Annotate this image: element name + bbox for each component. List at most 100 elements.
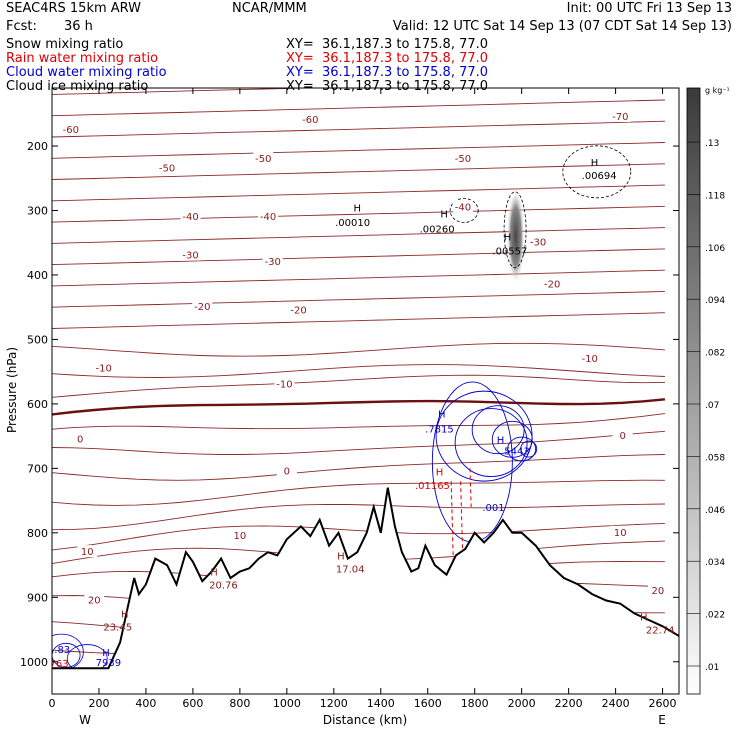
y-tick-label: 300	[27, 204, 48, 217]
x-tick-label: 2600	[649, 697, 677, 710]
extremum-label: .00557	[492, 246, 527, 257]
isotherm-label-bg	[70, 432, 91, 445]
isotherm-label-bg	[77, 545, 98, 558]
isotherm-label-bg	[258, 209, 279, 222]
isotherm-label: 0	[284, 467, 290, 478]
extremum-label: .00010	[335, 218, 370, 229]
extremum-label: .00694	[582, 171, 617, 182]
isotherm-label: -60	[63, 125, 79, 136]
terrain-line	[52, 487, 679, 670]
isotherm-label-bg	[192, 300, 213, 313]
isotherm-line	[52, 99, 665, 117]
high-marker: H	[440, 210, 448, 221]
isotherm-label: 0	[77, 434, 83, 445]
colorbar-tick-label: .13	[705, 139, 719, 149]
isotherm-line	[52, 479, 665, 506]
field-rain-name: Rain water mixing ratio	[6, 51, 159, 66]
isotherm-label-bg	[253, 151, 274, 164]
isotherm-label-bg	[610, 525, 631, 538]
cloud-water-contour	[507, 436, 537, 462]
high-marker: H	[102, 648, 110, 659]
x-axis-label: Distance (km)	[323, 713, 407, 727]
cloud-water-contour	[454, 408, 528, 478]
cloud-water-contour	[435, 390, 533, 482]
isotherm-label-bg	[262, 255, 283, 268]
isotherm-label-bg	[300, 113, 321, 126]
x-tick-label: 400	[135, 697, 156, 710]
field-snow-name: Snow mixing ratio	[6, 37, 124, 52]
isotherm-label-bg	[276, 464, 297, 477]
colorbar-unit: g kg⁻¹	[705, 86, 730, 95]
isotherm-label-bg	[288, 303, 309, 316]
valid-time: Valid: 12 UTC Sat 14 Sep 13 (07 CDT Sat …	[392, 19, 732, 34]
isotherm-label: -50	[255, 154, 271, 165]
high-marker: H	[497, 435, 505, 446]
x-tick-label: 1600	[414, 697, 442, 710]
forecast-hours: 36 h	[64, 19, 93, 34]
isotherm-label-bg	[93, 361, 114, 374]
isotherm-label-bg	[452, 200, 473, 213]
isotherm-label-bg	[452, 151, 473, 164]
colorbar-tick-label: .058	[705, 453, 725, 463]
y-tick-label: 200	[27, 140, 48, 153]
contour-labels-layer: -70 -60 -60 -50 -50 -50 -40 -40 -40 -30 -30 -30 -20 -…	[48, 110, 675, 670]
extremum-label: 17.04	[336, 564, 365, 575]
isotherm-label: 10	[81, 547, 94, 558]
colorbar-tick-label: .106	[705, 244, 725, 254]
isotherm-label: -20	[290, 305, 306, 316]
colorbar-tick-label: .082	[705, 349, 725, 359]
extremum-label: 22.74	[646, 626, 675, 637]
x-tick-label: 1200	[320, 697, 348, 710]
x-tick-label: 2200	[555, 697, 583, 710]
extremum-label: 1.83	[48, 645, 70, 656]
x-tick-label: 0	[49, 697, 56, 710]
cloud-ice-contour	[449, 198, 479, 223]
y-tick-label: 1000	[20, 656, 48, 669]
isotherm-label-bg	[612, 429, 633, 442]
plot-frame	[51, 87, 680, 695]
field-cloud-water-name: Cloud water mixing ratio	[6, 65, 167, 80]
rain-water-contour	[450, 481, 455, 572]
colorbar-gradient	[686, 87, 701, 695]
isotherm-label: -10	[95, 363, 111, 374]
colorbar-tick-label: .094	[705, 296, 725, 306]
x-end-left-label: W	[79, 713, 91, 727]
high-marker: H	[210, 568, 218, 579]
isotherm-line	[52, 364, 665, 378]
isotherm-label-bg	[579, 351, 600, 364]
isotherm-label-bg	[157, 161, 178, 174]
x-tick-label: 1800	[461, 697, 489, 710]
x-tick-label: 2400	[602, 697, 630, 710]
isotherm-label-bg	[180, 209, 201, 222]
isotherm-label: -40	[455, 202, 471, 213]
isotherm-line	[52, 88, 321, 95]
y-tick-label: 500	[27, 333, 48, 346]
high-marker: H	[640, 613, 648, 624]
cloud-water-contour	[471, 405, 525, 455]
isotherm-label: 20	[651, 586, 664, 597]
isotherm-label-bg	[229, 529, 250, 542]
isotherm-label: -30	[530, 238, 546, 249]
isotherm-label: -70	[612, 112, 628, 123]
isotherm-line	[52, 163, 665, 180]
extremum-label: 23.45	[103, 622, 132, 633]
extremum-label: .001	[482, 503, 504, 514]
isotherm-line	[52, 184, 665, 202]
isotherm-label-bg	[647, 583, 668, 596]
isotherm-label-bg	[274, 377, 295, 390]
isotherm-line	[52, 227, 665, 244]
high-marker: H	[354, 203, 362, 214]
isotherm-line	[52, 205, 665, 223]
isotherm-label: 10	[233, 531, 246, 542]
terrain-fill	[52, 487, 679, 694]
isotherm-label: -60	[302, 115, 318, 126]
y-tick-label: 900	[27, 591, 48, 604]
org-label: NCAR/MMM	[232, 1, 307, 16]
isotherm-line	[52, 142, 665, 159]
isotherm-label-bg	[610, 110, 631, 123]
extremum-label: 20.76	[209, 580, 238, 591]
x-tick-label: 2000	[508, 697, 536, 710]
field-cloud-ice-name: Cloud ice mixing ratio	[6, 79, 149, 94]
